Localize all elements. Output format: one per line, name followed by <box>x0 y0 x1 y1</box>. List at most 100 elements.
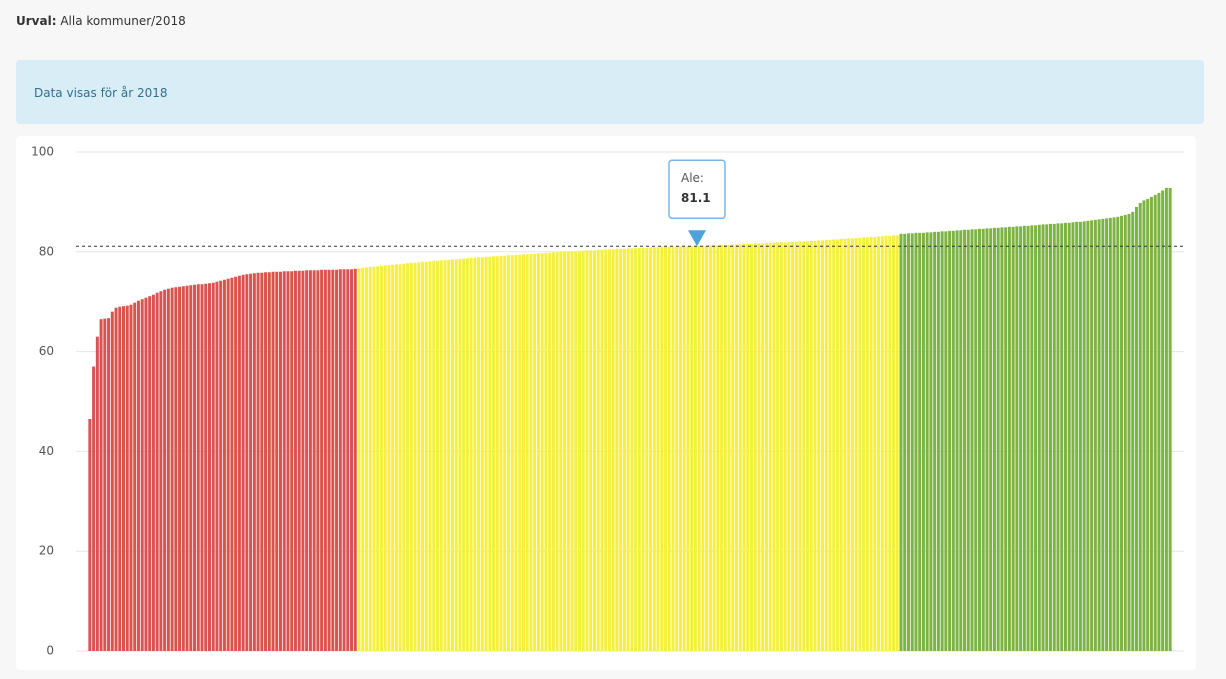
info-text: Data visas för år 2018 <box>34 86 168 100</box>
bar <box>458 258 462 651</box>
bar <box>118 306 122 651</box>
bar <box>746 243 750 652</box>
bar <box>559 251 563 652</box>
bar <box>409 262 413 651</box>
bar <box>757 243 761 651</box>
bar <box>910 233 914 651</box>
bar <box>843 238 847 652</box>
bar <box>88 418 92 651</box>
bar <box>828 239 832 651</box>
bar <box>989 228 993 652</box>
bar <box>1157 192 1161 651</box>
bar <box>140 299 144 651</box>
bar <box>865 237 869 652</box>
bar <box>581 250 585 651</box>
bar <box>335 269 339 651</box>
bar <box>735 244 739 651</box>
bar <box>959 230 963 651</box>
bar <box>592 250 596 652</box>
bar <box>847 238 851 651</box>
y-tick-label: 80 <box>39 244 54 258</box>
bar <box>346 269 350 651</box>
info-box: Data visas för år 2018 <box>16 60 1204 124</box>
bar <box>701 245 705 651</box>
bar <box>596 249 600 651</box>
bar <box>1060 223 1064 651</box>
bar <box>764 242 768 651</box>
bar <box>619 248 623 651</box>
bar <box>529 253 533 651</box>
bar <box>350 269 354 651</box>
bar <box>884 235 888 651</box>
bar <box>906 233 910 651</box>
bar <box>966 229 970 651</box>
bar <box>664 246 668 651</box>
bar <box>447 259 451 651</box>
bar <box>794 241 798 651</box>
bar <box>895 235 899 651</box>
bar <box>877 236 881 651</box>
bar <box>245 274 249 651</box>
bar <box>749 243 753 652</box>
bar <box>779 242 783 651</box>
bar <box>465 258 469 651</box>
bar <box>821 240 824 651</box>
bar <box>918 232 922 651</box>
bar <box>948 230 952 652</box>
bar <box>193 284 197 651</box>
bar <box>776 242 780 651</box>
bar <box>99 319 103 651</box>
bar <box>992 227 996 651</box>
bar <box>174 287 178 651</box>
bar <box>260 272 264 651</box>
bar <box>929 232 933 652</box>
bar <box>716 245 720 652</box>
bar <box>387 265 391 651</box>
bar <box>181 286 185 651</box>
bar <box>705 245 709 651</box>
bar <box>708 245 712 652</box>
bar <box>869 236 873 651</box>
bar <box>1011 226 1015 651</box>
bar <box>211 282 215 651</box>
bar <box>1030 225 1034 651</box>
bar <box>234 276 238 651</box>
bar <box>226 278 230 651</box>
bar <box>469 257 473 651</box>
bar <box>682 246 686 651</box>
bar <box>342 269 346 651</box>
bar <box>626 248 630 651</box>
bar <box>1056 223 1060 651</box>
bar <box>450 259 454 651</box>
bar <box>510 255 514 651</box>
y-tick-label: 40 <box>39 444 54 458</box>
bar <box>970 229 974 651</box>
bar <box>492 256 496 651</box>
bar <box>585 250 589 652</box>
bar <box>488 256 492 651</box>
bar <box>110 311 114 651</box>
selection-label: Urval: <box>16 14 57 28</box>
bar <box>222 279 226 651</box>
bar <box>835 239 839 651</box>
bar <box>525 254 529 652</box>
bar <box>667 246 671 651</box>
bar <box>383 265 387 651</box>
bar <box>301 270 305 651</box>
bar <box>634 248 638 651</box>
bar <box>727 244 731 651</box>
bar <box>981 228 985 651</box>
bar <box>170 287 174 651</box>
bar <box>353 268 357 651</box>
bar <box>791 241 795 651</box>
tooltip-value: 81.1 <box>681 191 711 205</box>
bar <box>978 228 981 651</box>
bar <box>1093 219 1097 651</box>
bar <box>1146 198 1150 651</box>
bar <box>731 244 735 651</box>
bar <box>951 230 955 652</box>
bar <box>660 246 664 651</box>
bar <box>768 242 772 651</box>
bar <box>806 241 810 652</box>
